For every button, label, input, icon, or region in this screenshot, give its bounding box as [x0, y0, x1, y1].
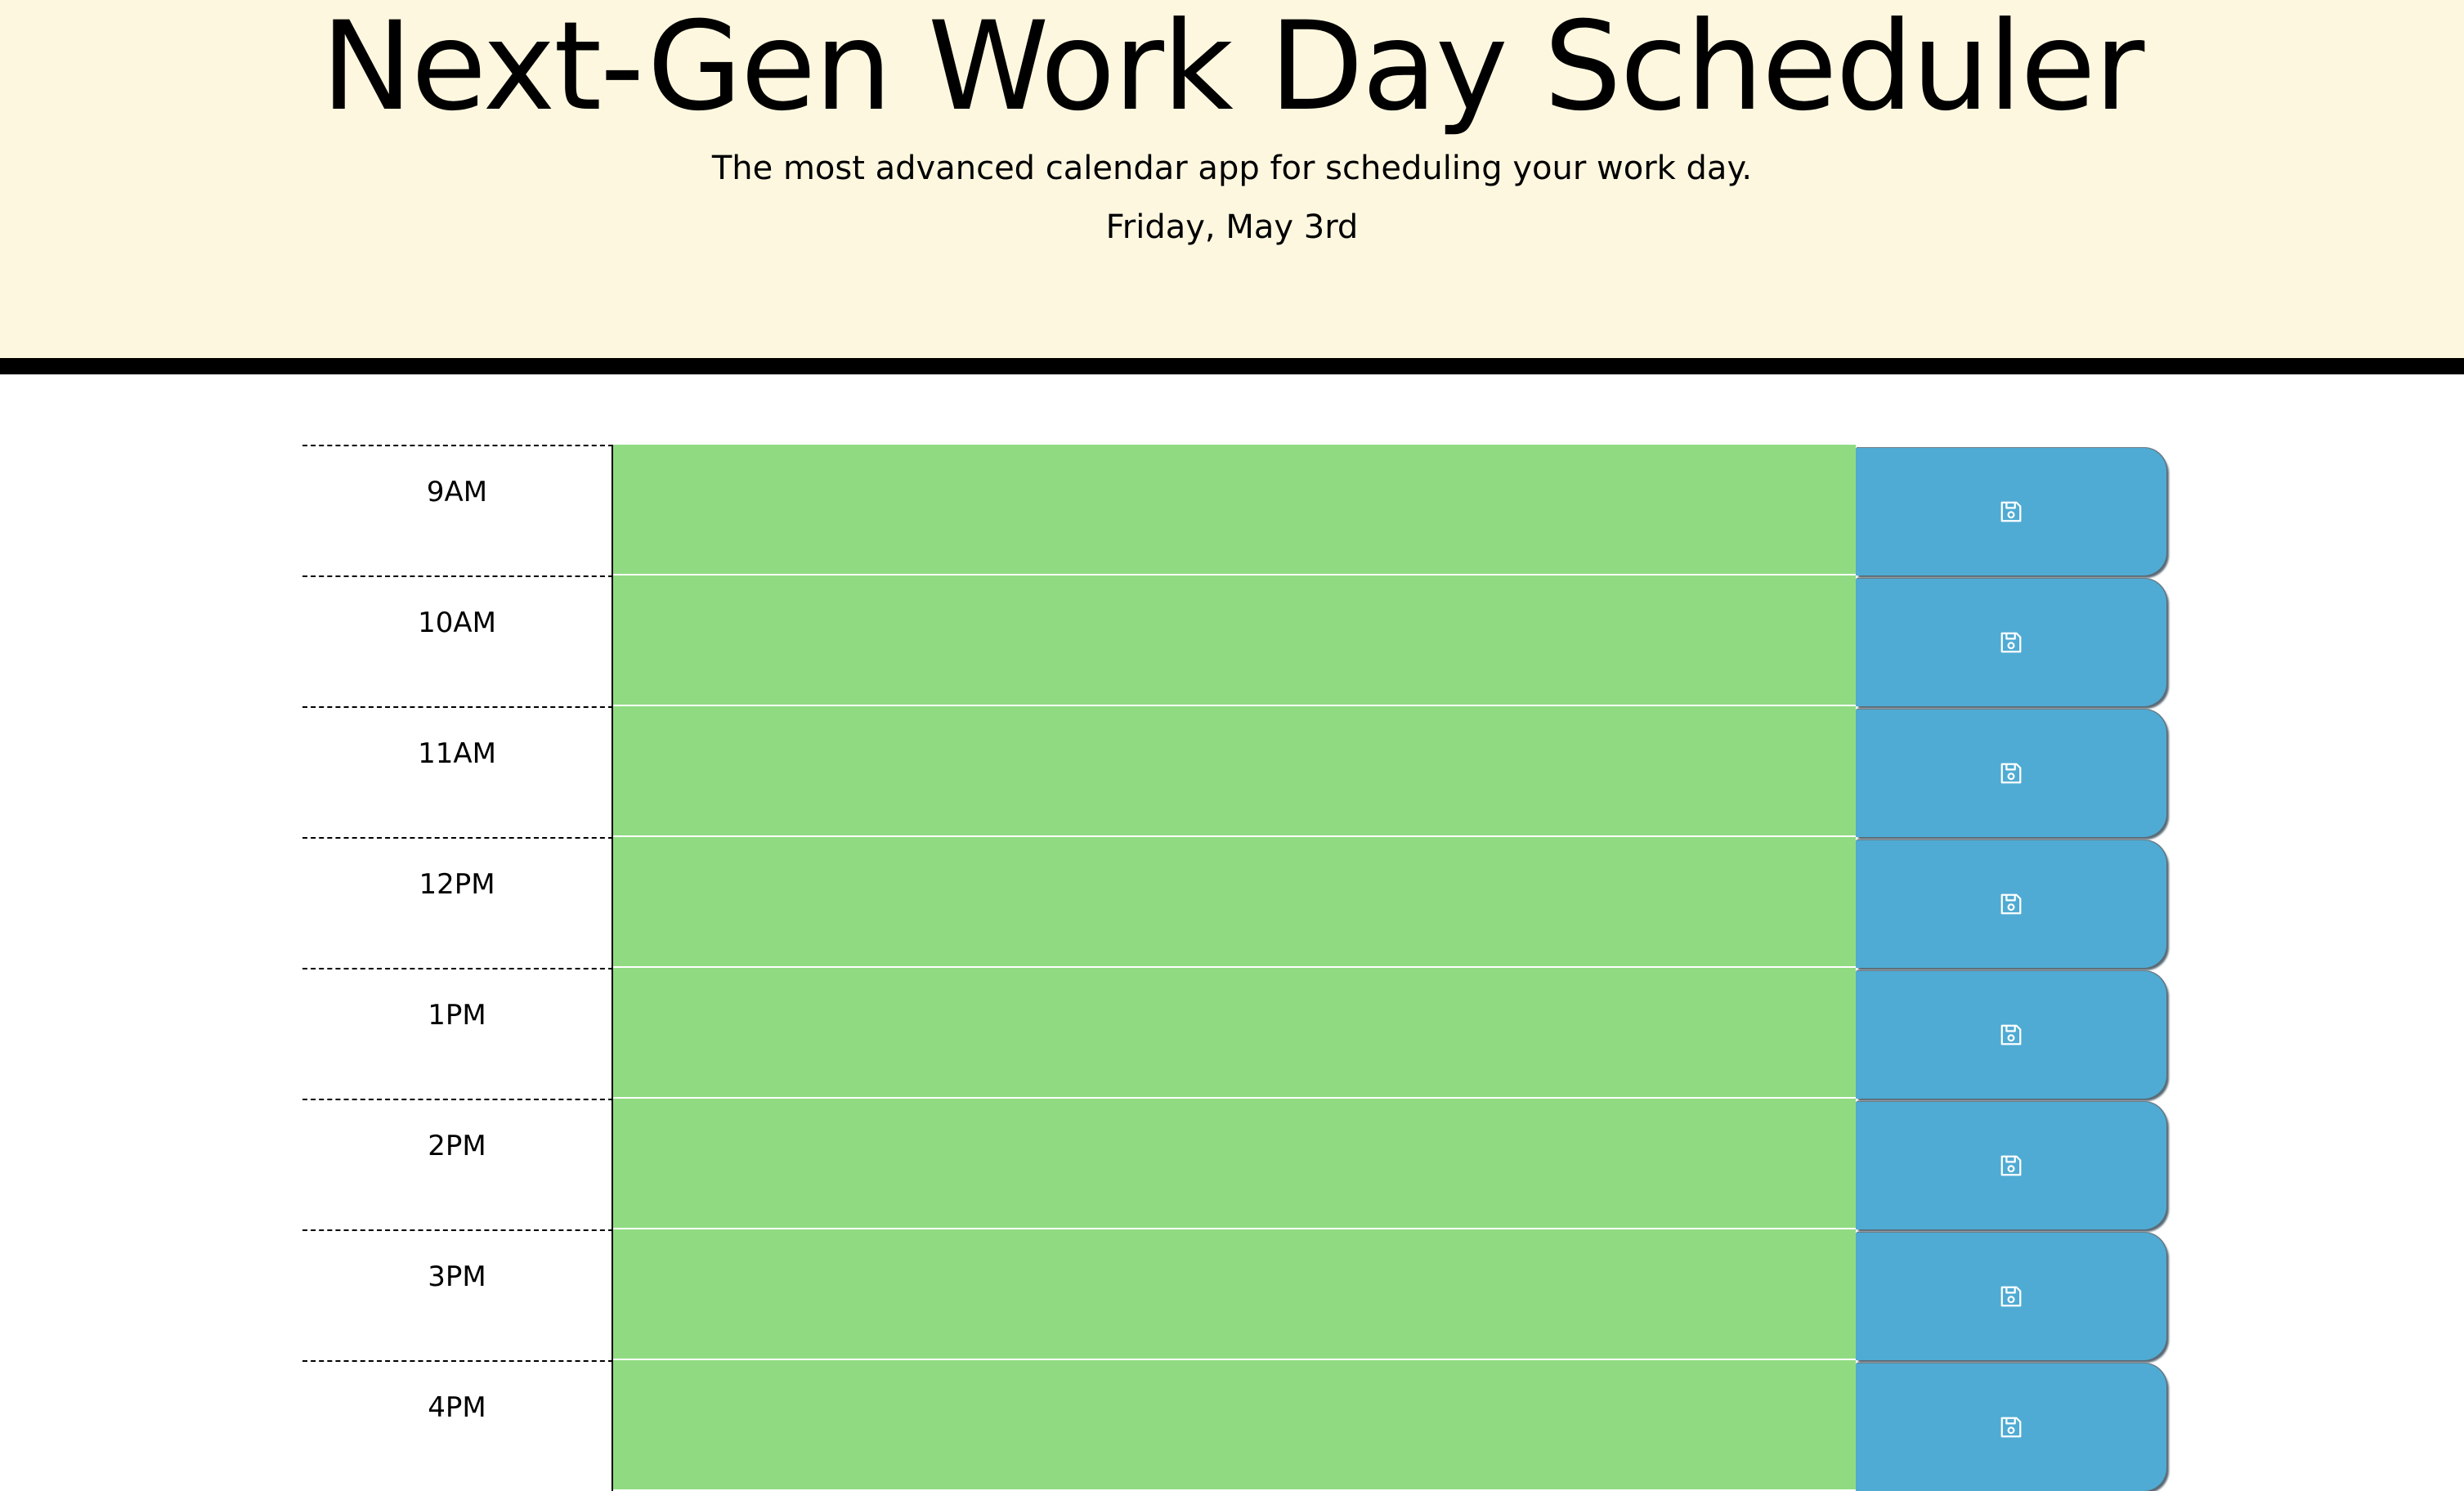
floppy-disk-icon [1999, 761, 2023, 786]
event-description-input[interactable] [613, 706, 1856, 837]
save-button-1pm[interactable] [1856, 971, 2166, 1099]
hour-label: 10AM [302, 575, 613, 706]
schedule: 9AM 10AM 11AM [302, 445, 2166, 1491]
time-block-9am: 9AM [302, 445, 2166, 575]
event-description-input[interactable] [613, 968, 1856, 1099]
save-button-11am[interactable] [1856, 710, 2166, 837]
save-button-4pm[interactable] [1856, 1363, 2166, 1491]
floppy-disk-icon [1999, 1023, 2023, 1047]
event-description-input[interactable] [613, 1360, 1856, 1491]
hour-label: 2PM [302, 1099, 613, 1229]
save-button-10am[interactable] [1856, 579, 2166, 706]
save-button-12pm[interactable] [1856, 840, 2166, 968]
save-button-3pm[interactable] [1856, 1233, 2166, 1360]
save-button-2pm[interactable] [1856, 1102, 2166, 1229]
hour-label: 1PM [302, 968, 613, 1099]
time-block-4pm: 4PM [302, 1360, 2166, 1491]
event-description-input[interactable] [613, 1099, 1856, 1229]
save-button-9am[interactable] [1856, 448, 2166, 575]
page-header: Next-Gen Work Day Scheduler The most adv… [0, 0, 2464, 374]
hour-label: 9AM [302, 445, 613, 575]
hour-label: 3PM [302, 1229, 613, 1360]
hour-label: 4PM [302, 1360, 613, 1491]
time-block-3pm: 3PM [302, 1229, 2166, 1360]
time-block-1pm: 1PM [302, 968, 2166, 1099]
current-day: Friday, May 3rd [1105, 208, 1359, 246]
time-block-10am: 10AM [302, 575, 2166, 706]
floppy-disk-icon [1999, 1153, 2023, 1178]
time-block-2pm: 2PM [302, 1099, 2166, 1229]
page-title: Next-Gen Work Day Scheduler [320, 0, 2145, 138]
floppy-disk-icon [1999, 892, 2023, 916]
floppy-disk-icon [1999, 1284, 2023, 1309]
event-description-input[interactable] [613, 837, 1856, 968]
time-block-11am: 11AM [302, 706, 2166, 837]
hour-label: 12PM [302, 837, 613, 968]
hour-label: 11AM [302, 706, 613, 837]
floppy-disk-icon [1999, 499, 2023, 524]
floppy-disk-icon [1999, 630, 2023, 655]
event-description-input[interactable] [613, 445, 1856, 575]
time-block-12pm: 12PM [302, 837, 2166, 968]
event-description-input[interactable] [613, 1229, 1856, 1360]
floppy-disk-icon [1999, 1415, 2023, 1440]
page-subtitle: The most advanced calendar app for sched… [711, 150, 1753, 187]
event-description-input[interactable] [613, 575, 1856, 706]
